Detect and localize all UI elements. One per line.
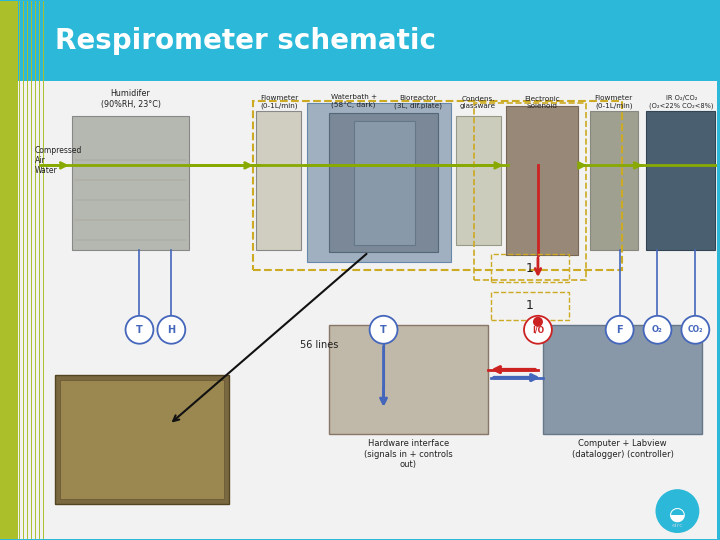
Bar	[253, 100, 621, 270]
Bar	[491, 254, 569, 282]
Circle shape	[533, 317, 543, 327]
Text: Respirometer schematic: Respirometer schematic	[55, 27, 436, 55]
Bar	[18, 80, 717, 539]
Bar	[474, 103, 586, 280]
Bar	[590, 111, 638, 250]
Text: Computer + Labview
(datalogger) (controller): Computer + Labview (datalogger) (control…	[572, 440, 674, 459]
Text: F: F	[616, 325, 623, 335]
Text: Flowmeter
(0-1L/min): Flowmeter (0-1L/min)	[260, 95, 298, 109]
Bar	[456, 116, 501, 245]
Text: ◒: ◒	[669, 504, 686, 524]
Circle shape	[644, 316, 672, 344]
Circle shape	[125, 316, 153, 344]
Text: 1: 1	[526, 299, 534, 312]
Bar	[646, 111, 715, 250]
Bar	[72, 116, 189, 250]
Text: H: H	[167, 325, 176, 335]
Bar	[543, 325, 702, 434]
Circle shape	[524, 316, 552, 344]
Circle shape	[158, 316, 185, 344]
Text: IR O₂/CO₂
(O₂<22% CO₂<8%): IR O₂/CO₂ (O₂<22% CO₂<8%)	[649, 95, 714, 109]
Text: T: T	[136, 325, 143, 335]
Circle shape	[369, 316, 397, 344]
Bar	[329, 325, 488, 434]
Text: Waterbath +
(58°C, dark): Waterbath + (58°C, dark)	[330, 94, 377, 109]
Text: I/O: I/O	[532, 325, 544, 334]
Text: Condens.
glassware: Condens. glassware	[460, 96, 496, 109]
Bar	[307, 103, 451, 262]
Bar	[354, 120, 415, 245]
Bar	[491, 292, 569, 320]
Text: Compressed
Air
Water: Compressed Air Water	[35, 145, 82, 176]
Bar	[256, 111, 301, 250]
Text: 56 lines: 56 lines	[300, 340, 338, 350]
Bar	[0, 1, 18, 539]
Text: Humidifer
(90%RH, 23°C): Humidifer (90%RH, 23°C)	[101, 89, 161, 109]
Bar	[60, 380, 224, 499]
Circle shape	[681, 316, 709, 344]
Text: O₂: O₂	[652, 325, 663, 334]
Text: eirc: eirc	[672, 523, 683, 528]
Text: Electronic
Solenoid: Electronic Solenoid	[524, 96, 560, 109]
Text: T: T	[380, 325, 387, 335]
Text: CO₂: CO₂	[688, 325, 703, 334]
Text: 1: 1	[526, 261, 534, 274]
Text: Hardware interface
(signals in + controls
out): Hardware interface (signals in + control…	[364, 440, 453, 469]
Text: Bioreactor
(3L, dif.plate): Bioreactor (3L, dif.plate)	[395, 95, 442, 109]
Circle shape	[606, 316, 634, 344]
Bar	[506, 106, 578, 255]
Bar	[18, 1, 717, 80]
Bar	[329, 113, 438, 252]
Bar	[55, 375, 229, 504]
Circle shape	[655, 489, 699, 533]
Text: Flowmeter
(0-1L/min): Flowmeter (0-1L/min)	[595, 95, 633, 109]
